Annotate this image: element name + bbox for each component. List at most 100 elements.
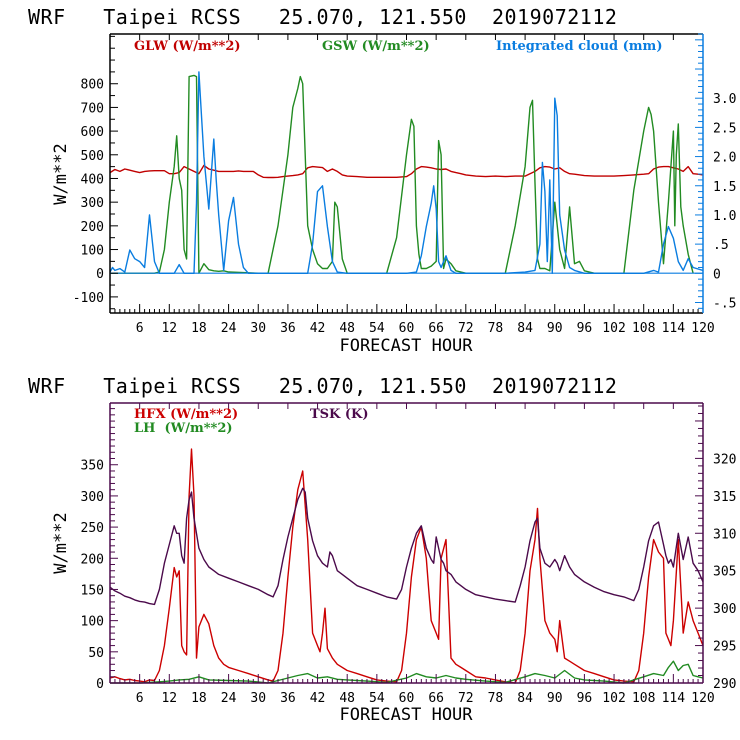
x-tick-label: 72 bbox=[458, 321, 474, 336]
y-tick-label: 700 bbox=[81, 101, 104, 116]
x-tick-label: 78 bbox=[488, 691, 504, 706]
legend-hfx: HFX (W/m**2) bbox=[134, 407, 238, 422]
top-chart-y2-ticks: -.5 0 .5 1.0 1.5 2.0 2.5 3.0 bbox=[695, 33, 736, 311]
y2-tick-label: -.5 bbox=[713, 296, 736, 311]
legend-glw: GLW (W/m**2) bbox=[134, 39, 241, 54]
y2-tick-label: 2.5 bbox=[713, 121, 736, 136]
y-tick-label: -100 bbox=[73, 291, 104, 306]
legend-integrated-cloud: Integrated cloud (mm) bbox=[496, 39, 662, 54]
top-chart-panel: WRF Taipei RCSS 25.070, 121.550 20190721… bbox=[28, 5, 736, 356]
bottom-chart-y2-ticks: 290 295 300 305 310 315 320 bbox=[695, 405, 736, 692]
x-tick-label: 114 bbox=[662, 321, 686, 336]
x-tick-label: 114 bbox=[662, 691, 686, 706]
bottom-chart-series-group bbox=[109, 448, 704, 684]
y2-tick-label: 1.0 bbox=[713, 209, 736, 224]
y2-tick-label: .5 bbox=[713, 238, 729, 253]
y-tick-label: 500 bbox=[81, 149, 104, 164]
x-tick-label: 36 bbox=[280, 691, 296, 706]
bottom-chart-panel: WRF Taipei RCSS 25.070, 121.550 20190721… bbox=[28, 374, 736, 725]
y2-tick-label: 320 bbox=[713, 452, 736, 467]
y-tick-label: 100 bbox=[81, 615, 104, 630]
top-chart-series-group bbox=[109, 71, 704, 274]
x-tick-label: 66 bbox=[428, 321, 444, 336]
x-tick-label: 54 bbox=[369, 691, 385, 706]
y-tick-label: 200 bbox=[81, 552, 104, 567]
x-tick-label: 18 bbox=[191, 321, 207, 336]
x-tick-label: 30 bbox=[250, 321, 266, 336]
x-tick-label: 6 bbox=[136, 691, 144, 706]
x-tick-label: 18 bbox=[191, 691, 207, 706]
x-tick-label: 108 bbox=[632, 691, 655, 706]
bottom-chart-y-axis-label: W/m**2 bbox=[51, 512, 71, 573]
y2-tick-label: 1.5 bbox=[713, 180, 736, 195]
x-tick-label: 24 bbox=[221, 691, 237, 706]
y2-tick-label: 300 bbox=[713, 602, 736, 617]
bottom-chart-x-ticks: 6 12 18 24 30 36 42 48 54 60 66 72 78 84 90 96 102 108 114… bbox=[114, 403, 715, 706]
legend-gsw: GSW (W/m**2) bbox=[322, 39, 430, 54]
y-tick-label: 250 bbox=[81, 521, 104, 536]
y-tick-label: 0 bbox=[96, 677, 104, 692]
x-tick-label: 24 bbox=[221, 321, 237, 336]
y-tick-label: 300 bbox=[81, 490, 104, 505]
series-line-tsk bbox=[109, 487, 704, 606]
y-tick-label: 200 bbox=[81, 220, 104, 235]
x-tick-label: 42 bbox=[310, 691, 326, 706]
x-tick-label: 96 bbox=[577, 321, 593, 336]
x-tick-label: 84 bbox=[517, 691, 533, 706]
y2-tick-label: 295 bbox=[713, 640, 736, 655]
x-tick-label: 108 bbox=[632, 321, 655, 336]
y2-tick-label: 3.0 bbox=[713, 92, 736, 107]
x-tick-label: 90 bbox=[547, 321, 563, 336]
bottom-chart-frame bbox=[109, 402, 704, 684]
top-chart-title: WRF Taipei RCSS 25.070, 121.550 20190721… bbox=[28, 5, 617, 29]
x-tick-label: 120 bbox=[691, 321, 714, 336]
y2-tick-label: 2.0 bbox=[713, 151, 736, 166]
x-tick-label: 36 bbox=[280, 321, 296, 336]
series-line-hfx bbox=[109, 448, 704, 684]
x-tick-label: 30 bbox=[250, 691, 266, 706]
bottom-chart-y-ticks: 0 50 100 150 200 250 300 350 bbox=[81, 408, 118, 692]
x-tick-label: 66 bbox=[428, 691, 444, 706]
x-tick-label: 48 bbox=[339, 321, 355, 336]
x-tick-label: 54 bbox=[369, 321, 385, 336]
top-chart-x-axis-label: FORECAST HOUR bbox=[339, 336, 473, 356]
x-tick-label: 102 bbox=[602, 691, 625, 706]
top-chart-y-axis-label: W/m**2 bbox=[51, 143, 71, 204]
x-tick-label: 6 bbox=[136, 321, 144, 336]
y-tick-label: 600 bbox=[81, 125, 104, 140]
top-chart-x-ticks: 6 12 18 24 30 36 42 48 54 60 66 72 78 84 90 96 102 108 114… bbox=[114, 34, 715, 336]
series-line-lh bbox=[110, 660, 704, 684]
x-tick-label: 96 bbox=[577, 691, 593, 706]
series-line-glw bbox=[109, 164, 704, 179]
x-tick-label: 84 bbox=[517, 321, 533, 336]
series-line-gsw bbox=[110, 74, 694, 274]
y-tick-label: 150 bbox=[81, 583, 104, 598]
x-tick-label: 102 bbox=[602, 321, 625, 336]
y-tick-label: 800 bbox=[81, 78, 104, 93]
x-tick-label: 90 bbox=[547, 691, 563, 706]
y-tick-label: 400 bbox=[81, 172, 104, 187]
legend-lh: LH (W/m**2) bbox=[134, 421, 233, 436]
x-tick-label: 60 bbox=[399, 691, 415, 706]
legend-tsk: TSK (K) bbox=[310, 407, 369, 422]
x-tick-label: 12 bbox=[161, 321, 177, 336]
x-tick-label: 78 bbox=[488, 321, 504, 336]
x-tick-label: 48 bbox=[339, 691, 355, 706]
x-tick-label: 72 bbox=[458, 691, 474, 706]
y2-tick-label: 310 bbox=[713, 527, 736, 542]
top-chart-y-ticks: -100 0 100 200 300 400 500 600 700 800 bbox=[73, 35, 118, 310]
y-tick-label: 50 bbox=[88, 646, 104, 661]
y-tick-label: 300 bbox=[81, 196, 104, 211]
y2-tick-label: 0 bbox=[713, 267, 721, 282]
x-tick-label: 120 bbox=[691, 691, 714, 706]
y-tick-label: 100 bbox=[81, 244, 104, 259]
y2-tick-label: 290 bbox=[713, 677, 736, 692]
x-tick-label: 60 bbox=[399, 321, 415, 336]
bottom-chart-title: WRF Taipei RCSS 25.070, 121.550 20190721… bbox=[28, 374, 617, 398]
x-tick-label: 42 bbox=[310, 321, 326, 336]
x-tick-label: 12 bbox=[161, 691, 177, 706]
y-tick-label: 350 bbox=[81, 459, 104, 474]
y2-tick-label: 315 bbox=[713, 490, 736, 505]
y2-tick-label: 305 bbox=[713, 565, 736, 580]
